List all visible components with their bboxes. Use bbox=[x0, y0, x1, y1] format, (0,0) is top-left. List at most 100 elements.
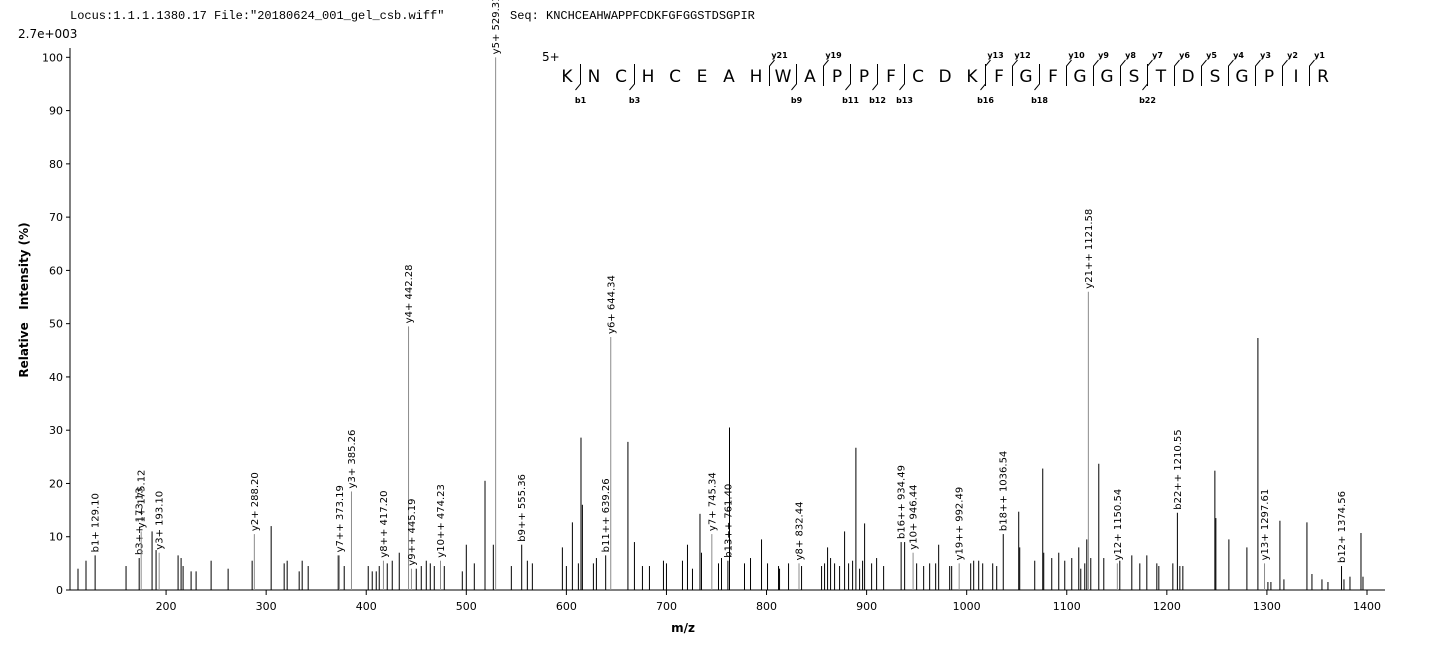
sequence-header: Seq: KNCHCEAHWAPPFCDKFGFGGSTDSGPIR bbox=[510, 9, 755, 23]
residue: D bbox=[1181, 67, 1194, 87]
x-tick-label: 900 bbox=[856, 600, 877, 613]
y-tick-label: 60 bbox=[49, 264, 63, 277]
b-ion-marker bbox=[845, 64, 851, 91]
residue: D bbox=[938, 67, 951, 87]
y-ion-marker bbox=[985, 59, 991, 86]
peak-label: y19++ 992.49 bbox=[955, 487, 966, 561]
b-ion-label: b11 bbox=[842, 96, 859, 105]
x-tick-label: 1100 bbox=[1053, 600, 1081, 613]
b-ion-label: b18 bbox=[1031, 96, 1048, 105]
y-ion-marker bbox=[1120, 59, 1126, 86]
residue: I bbox=[1293, 67, 1298, 87]
y-ion-marker bbox=[1201, 59, 1207, 86]
intensity-scale: 2.7e+003 bbox=[18, 27, 77, 41]
b-ion-label: b1 bbox=[575, 96, 587, 105]
residue: F bbox=[994, 67, 1004, 87]
residue: W bbox=[775, 67, 792, 87]
y-ion-marker bbox=[1066, 59, 1072, 86]
b-ion-marker bbox=[872, 64, 878, 91]
b-ion-label: b9 bbox=[791, 96, 803, 105]
residue: A bbox=[723, 67, 735, 87]
y-ion-label: y10 bbox=[1068, 51, 1085, 60]
residue: K bbox=[561, 67, 573, 87]
x-tick-label: 1300 bbox=[1253, 600, 1281, 613]
peak-label: b22++ 1210.55 bbox=[1173, 429, 1184, 509]
residue: P bbox=[859, 67, 869, 87]
y-ion-marker bbox=[1147, 59, 1153, 86]
residue: G bbox=[1100, 67, 1113, 87]
x-tick-label: 800 bbox=[756, 600, 777, 613]
charge-state: 5+ bbox=[542, 50, 560, 64]
y-tick-label: 100 bbox=[42, 51, 63, 64]
y-ion-label: y5 bbox=[1206, 51, 1217, 60]
peak-label: y6+ 644.34 bbox=[606, 275, 617, 334]
y-ion-marker bbox=[1255, 59, 1261, 86]
peak-label: y7+ 745.34 bbox=[707, 472, 718, 531]
residue: H bbox=[642, 67, 655, 87]
x-tick-label: 700 bbox=[656, 600, 677, 613]
peak-label: y10++ 474.23 bbox=[436, 484, 447, 558]
b-ion-label: b12 bbox=[869, 96, 886, 105]
peak-label: y2+ 288.20 bbox=[250, 472, 261, 531]
y-ion-label: y2 bbox=[1287, 51, 1298, 60]
peak-label: y7++ 373.19 bbox=[335, 485, 346, 552]
y-ion-label: y6 bbox=[1179, 51, 1190, 60]
peak-label: b11++ 639.26 bbox=[601, 478, 612, 552]
peak-label: b1+ 129.10 bbox=[91, 493, 102, 552]
y-ion-marker bbox=[823, 59, 829, 86]
peak-label: y9++ 445.19 bbox=[407, 498, 418, 565]
y-tick-label: 80 bbox=[49, 158, 63, 171]
residue: P bbox=[1264, 67, 1274, 87]
peak-label: b9++ 555.36 bbox=[517, 474, 528, 542]
residue: S bbox=[1210, 67, 1221, 87]
y-ion-marker bbox=[1282, 59, 1288, 86]
peak-label: b16++ 934.49 bbox=[897, 465, 908, 539]
x-tick-label: 1400 bbox=[1353, 600, 1381, 613]
y-tick-label: 20 bbox=[49, 477, 63, 490]
y-ion-marker bbox=[1228, 59, 1234, 86]
x-tick-label: 300 bbox=[256, 600, 277, 613]
peak-label: y13+ 1297.61 bbox=[1260, 489, 1271, 561]
x-tick-label: 200 bbox=[156, 600, 177, 613]
y-ion-label: y4 bbox=[1233, 51, 1244, 60]
y-ion-label: y7 bbox=[1152, 51, 1163, 60]
residue: C bbox=[615, 67, 627, 87]
residue: F bbox=[1048, 67, 1058, 87]
residue: S bbox=[1129, 67, 1140, 87]
residue: G bbox=[1073, 67, 1086, 87]
y-axis-title: Relative Intensity (%) bbox=[17, 222, 31, 377]
b-ion-label: b22 bbox=[1139, 96, 1156, 105]
peak-label: b18++ 1036.54 bbox=[999, 451, 1010, 531]
residue: C bbox=[912, 67, 924, 87]
x-tick-label: 1000 bbox=[953, 600, 981, 613]
x-axis-title: m/z bbox=[671, 621, 695, 635]
residue: N bbox=[588, 67, 601, 87]
b-ion-label: b13 bbox=[896, 96, 913, 105]
b-ion-marker bbox=[899, 64, 905, 91]
peak-label: b12+ 1374.56 bbox=[1337, 491, 1348, 563]
x-tick-label: 600 bbox=[556, 600, 577, 613]
b-ion-label: b3 bbox=[629, 96, 640, 105]
residue: G bbox=[1019, 67, 1032, 87]
y-tick-label: 30 bbox=[49, 424, 63, 437]
y-ion-marker bbox=[1093, 59, 1099, 86]
y-tick-label: 10 bbox=[49, 531, 63, 544]
peak-label: y4+ 442.28 bbox=[404, 264, 415, 323]
peak-label: y8++ 417.20 bbox=[379, 490, 390, 557]
b-ion-marker bbox=[1142, 64, 1148, 91]
peak-label: y10+ 946.44 bbox=[909, 485, 920, 550]
y-ion-marker bbox=[769, 59, 775, 86]
y-ion-label: y13 bbox=[987, 51, 1003, 60]
y-ion-label: y21 bbox=[771, 51, 788, 60]
y-tick-label: 50 bbox=[49, 318, 63, 331]
b-ion-label: b16 bbox=[977, 96, 994, 105]
y-ion-label: y12 bbox=[1014, 51, 1030, 60]
peak-label: b13++ 761.40 bbox=[723, 484, 734, 558]
y-tick-label: 0 bbox=[56, 584, 63, 597]
x-tick-label: 1200 bbox=[1153, 600, 1181, 613]
peak-label: y21++ 1121.58 bbox=[1084, 209, 1095, 289]
peak-label: y5+ 529.31 bbox=[491, 0, 502, 54]
b-ion-marker bbox=[629, 64, 635, 91]
residue: E bbox=[697, 67, 708, 87]
residue: R bbox=[1317, 67, 1329, 87]
